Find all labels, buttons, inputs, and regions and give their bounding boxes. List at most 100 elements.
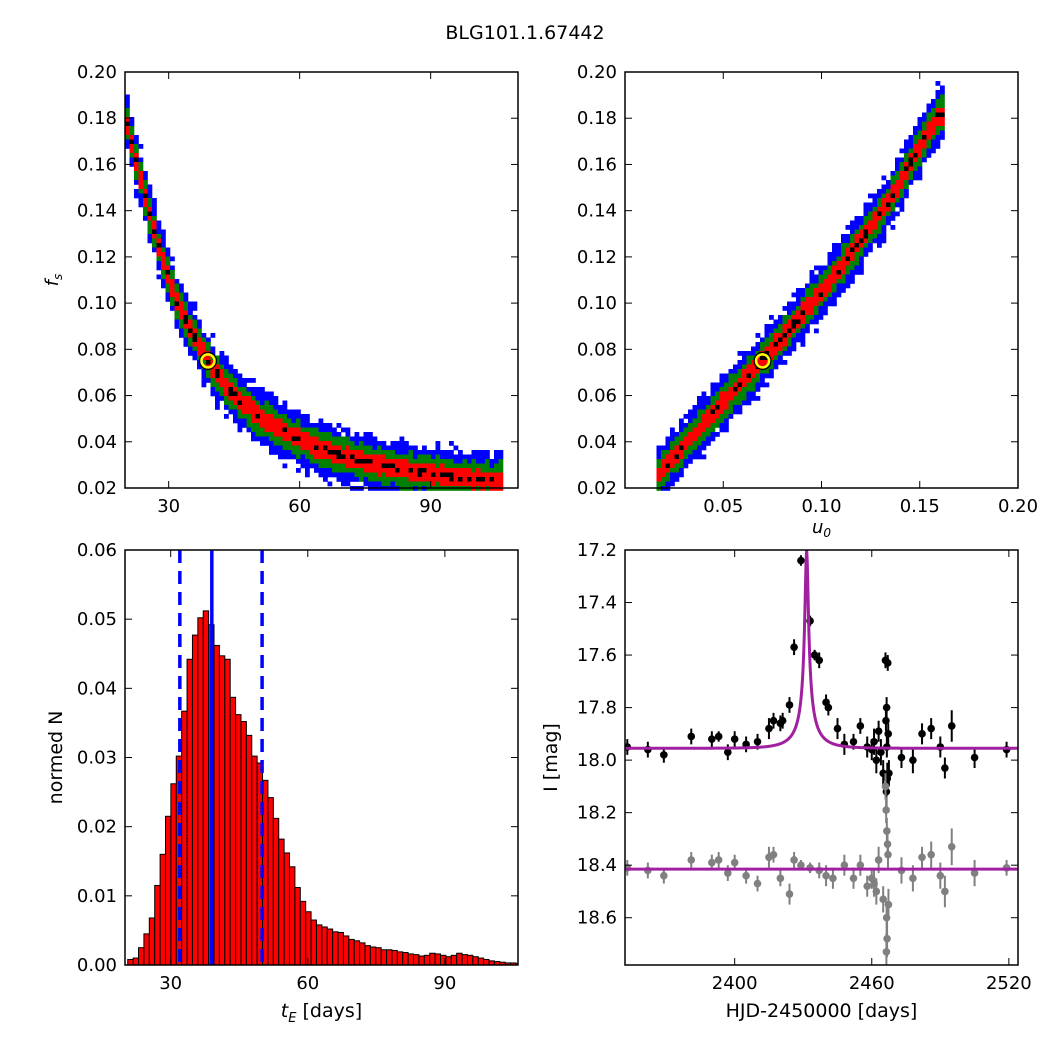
fs-te-cell: [350, 450, 355, 455]
fs-te-cell: [399, 454, 405, 460]
fs-u0-cell: [742, 355, 747, 361]
fs-u0-cell: [670, 463, 675, 469]
fs-u0-cell: [751, 364, 756, 370]
fs-te-cell: [494, 459, 499, 464]
fs-te-cell: [336, 463, 342, 469]
fs-te-cell: [183, 324, 189, 329]
fs-u0-cell: [926, 153, 932, 158]
fs-te-cell: [341, 463, 346, 469]
fs-u0-cell: [787, 301, 792, 307]
fs-te-cell: [224, 387, 229, 392]
fs-u0-cell: [935, 139, 941, 145]
fs-te-cell: [458, 450, 463, 455]
data-point: [870, 737, 878, 746]
fs-u0-cell: [737, 373, 743, 379]
histogram-bar: [278, 838, 285, 966]
fs-te-cell: [264, 391, 270, 397]
fs-te-cell: [134, 162, 139, 167]
fs-te-cell: [282, 463, 288, 469]
fs-u0-cell: [890, 198, 896, 203]
fs-te-cell: [188, 319, 193, 325]
fs-te-cell: [260, 427, 265, 433]
fs-u0-cell: [715, 423, 720, 428]
fs-te-cell: [363, 468, 369, 473]
fs-u0-cell: [926, 139, 932, 145]
fs-te-cell: [138, 198, 144, 203]
fs-te-cell: [467, 481, 472, 487]
fs-u0-cell: [773, 360, 779, 365]
fs-u0-cell: [706, 400, 711, 406]
fs-u0-cell: [697, 441, 702, 446]
fs-u0-cell: [764, 328, 770, 334]
fs-u0-cell: [755, 346, 761, 352]
fs-te-cell: [201, 333, 207, 338]
fs-te-cell: [300, 450, 306, 455]
fs-te-cell: [350, 436, 355, 442]
fs-u0-cell: [724, 382, 729, 388]
data-point: [785, 701, 794, 709]
fs-u0-cell: [692, 454, 698, 460]
fs-te-cell: [318, 445, 324, 451]
fs-te-cell: [197, 328, 202, 334]
fs-te-cell: [233, 378, 238, 383]
fs-u0-cell: [895, 166, 900, 172]
fs-u0-cell: [701, 423, 707, 428]
fs-u0-cell: [841, 247, 846, 253]
fs-u0-cell: [877, 216, 882, 221]
fs-te-cell: [161, 270, 166, 275]
fs-te-cell: [368, 445, 373, 451]
fs-u0-cell: [805, 301, 810, 307]
fs-te-cell: [462, 477, 468, 482]
fs-u0-cell: [940, 103, 945, 109]
fs-te-cell: [129, 144, 135, 149]
histogram-bar: [138, 947, 145, 966]
fs-te-cell: [395, 454, 400, 460]
fs-u0-cell: [877, 193, 882, 199]
fs-u0-cell: [796, 337, 801, 343]
fs-te-cell: [224, 400, 229, 406]
fs-te-cell: [332, 427, 337, 433]
fs-te-cell: [134, 189, 139, 194]
fs-te-cell: [417, 472, 423, 478]
fs-te-cell: [444, 468, 450, 473]
fs-u0-cell: [661, 454, 666, 460]
fs-te-cell: [260, 432, 265, 437]
fs-te-cell: [323, 432, 328, 437]
fs-u0-cell: [827, 297, 833, 302]
fs-te-cell: [273, 441, 279, 446]
fs-u0-cell: [845, 283, 851, 289]
data-point: [824, 703, 833, 712]
fs-te-cell: [327, 423, 333, 428]
fs-u0-cell: [904, 180, 909, 185]
fs-te-cell: [314, 459, 319, 464]
fs-te-cell: [273, 414, 279, 419]
fs-u0-cell: [908, 148, 914, 154]
fs-u0-cell: [719, 427, 725, 433]
fs-te-cell: [323, 477, 328, 482]
fs-u0-cell: [881, 234, 887, 239]
fs-u0-cell: [791, 342, 797, 347]
fs-u0-cell: [751, 382, 756, 388]
fs-u0-cell: [814, 315, 819, 320]
fs-te-cell: [219, 360, 225, 365]
fs-te-cell: [255, 414, 261, 419]
fs-te-cell: [156, 265, 162, 271]
fs-te-cell: [287, 432, 292, 437]
fs-u0-cell: [733, 378, 738, 383]
fs-te-cell: [246, 423, 252, 428]
fs-u0-cell: [764, 346, 770, 352]
fs-te-cell: [152, 198, 157, 203]
histogram-bar: [466, 954, 474, 966]
fs-te-cell: [300, 414, 306, 419]
fs-u0-cell: [908, 144, 914, 149]
fs-u0-cell: [877, 198, 882, 203]
fs-te-cell: [413, 477, 418, 482]
histogram-bar: [429, 952, 436, 966]
fs-u0-cell: [814, 306, 819, 311]
fs-u0-cell: [890, 193, 896, 199]
histogram-bar: [294, 887, 301, 966]
histogram-bar: [283, 852, 291, 966]
fs-u0-cell: [764, 342, 770, 347]
fs-u0-cell: [904, 139, 909, 145]
y-tick-label: 0.02: [77, 817, 117, 838]
